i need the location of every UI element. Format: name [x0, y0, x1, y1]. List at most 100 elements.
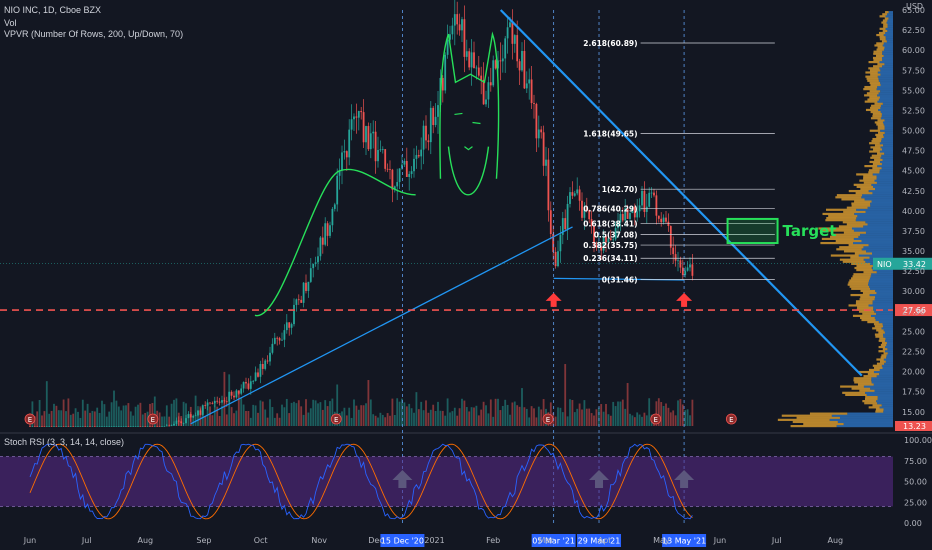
vpvr-bar-down [878, 31, 886, 35]
vpvr-bar-up [883, 48, 893, 51]
volume-bar [182, 401, 185, 426]
candle-body [458, 24, 461, 31]
volume-bar [259, 400, 262, 426]
candle-body [245, 382, 247, 384]
candle-body [127, 426, 130, 427]
volume-bar [101, 400, 103, 426]
volume-bar [221, 405, 223, 426]
candle-body [585, 206, 588, 210]
volume-bar [492, 416, 495, 426]
volume-bar [441, 410, 444, 426]
vpvr-bar-down [862, 291, 877, 295]
candle-body [74, 426, 77, 427]
vpvr-bar-up [872, 302, 893, 305]
x-tick-label: Mar [539, 536, 555, 545]
volume-bar [329, 401, 331, 426]
candle-body [691, 264, 694, 276]
vpvr-bar-down [821, 237, 854, 240]
volume-bar [504, 399, 507, 426]
candle-body [629, 213, 631, 219]
vpvr-bar-up [880, 73, 893, 76]
vpvr-bar-down [878, 339, 886, 342]
vpvr-bar-down [792, 420, 838, 424]
vpvr-bar-down [863, 181, 877, 184]
candle-body [501, 58, 504, 62]
vpvr-bar-down [872, 56, 882, 60]
vpvr-bar-up [865, 221, 893, 224]
axis-bottom-value: 13.23 [903, 422, 926, 431]
volume-bar [53, 403, 55, 426]
candle-body [444, 54, 447, 91]
date-marker-badge [577, 534, 622, 547]
volume-bar [662, 405, 665, 426]
vpvr-bar-down [863, 177, 877, 180]
volume-bar [360, 405, 363, 426]
candle-body [357, 111, 360, 118]
candle-body [626, 208, 629, 219]
candle-body [559, 234, 562, 252]
candle-body [384, 149, 387, 169]
vpvr-bar-down [882, 19, 888, 22]
candle-body [475, 67, 478, 69]
x-tick-label: Aug [828, 536, 844, 545]
vpvr-bar-up [858, 254, 893, 257]
volume-bar [247, 410, 250, 426]
candle-body [86, 426, 89, 427]
candle-body [33, 426, 36, 427]
vpvr-bar-up [867, 223, 893, 226]
candle-body [547, 159, 550, 211]
vpvr-bar-up [871, 200, 893, 203]
vpvr-bar-down [863, 88, 877, 91]
candle-body [523, 50, 526, 89]
vpvr-bar-down [790, 425, 837, 428]
volume-bar [494, 398, 497, 426]
vpvr-bar-down [856, 264, 873, 268]
vpvr-bar-up [879, 373, 893, 376]
candle-body [413, 158, 415, 172]
candle-body [518, 61, 521, 71]
vpvr-bar-up [882, 102, 893, 105]
vpvr-bar-down [868, 171, 880, 174]
vpvr-bar-down [833, 233, 861, 236]
candle-body [573, 193, 576, 196]
vpvr-bar-up [887, 19, 893, 22]
candle-body [566, 203, 569, 230]
volume-bar [487, 413, 490, 426]
vpvr-bar-down [868, 67, 880, 70]
volume-bar [429, 409, 432, 426]
vpvr-bar-up [884, 63, 893, 66]
volume-bar [686, 409, 689, 426]
vpvr-bar-up [829, 418, 893, 421]
vpvr-bar-down [822, 212, 855, 216]
candle-body [312, 263, 315, 269]
vpvr-bar-up [871, 183, 893, 186]
vpvr-bar-up [886, 354, 893, 357]
volume-bar [660, 402, 663, 426]
y-tick-label: 47.50 [902, 147, 925, 156]
y-tick-label: 20.00 [902, 368, 925, 377]
vpvr-bar-down [869, 142, 880, 145]
vpvr-bar-up [869, 256, 893, 259]
candle-body [221, 400, 223, 403]
candle-body [674, 254, 677, 261]
vpvr-bar-down [869, 129, 881, 132]
vpvr-bar-up [887, 13, 893, 16]
candle-body [686, 267, 689, 271]
vpvr-bar-up [884, 127, 893, 130]
vpvr-bar-up [880, 106, 893, 109]
candle-body [333, 204, 336, 209]
vpvr-bar-down [881, 354, 887, 357]
vpvr-bar-down [876, 362, 885, 365]
candle-body [564, 218, 567, 230]
vpvr-bar-up [871, 377, 893, 380]
vpvr-bar-down [882, 348, 888, 351]
vpvr-bar-down [881, 21, 887, 24]
candle-body [216, 400, 219, 402]
x-tick-label: Oct [254, 536, 268, 545]
volume-bar [372, 414, 375, 426]
vpvr-bar-up [873, 370, 893, 374]
candle-body [581, 200, 583, 218]
vpvr-bar-down [883, 25, 888, 28]
candle-body [561, 218, 564, 235]
